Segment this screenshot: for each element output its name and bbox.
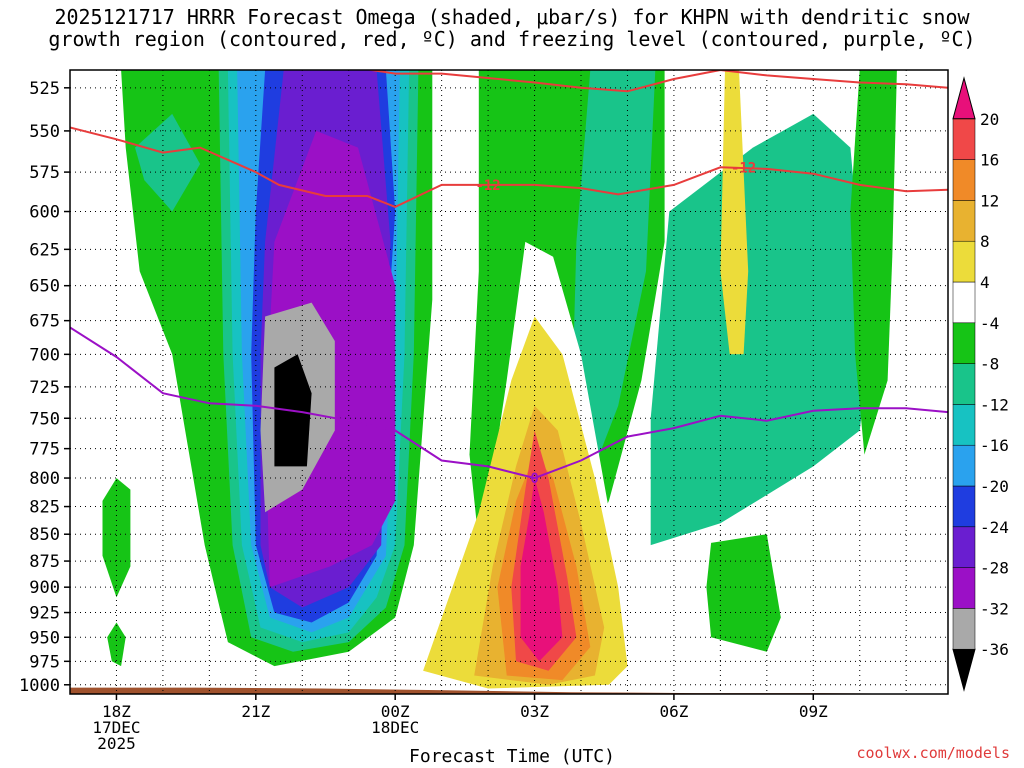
colorbar-swatch <box>952 159 976 201</box>
colorbar-swatch <box>952 648 976 692</box>
contour-label: -12 <box>475 178 500 194</box>
y-tick-label: 850 <box>29 525 60 545</box>
omega-shading-layer <box>70 70 948 694</box>
y-tick-label: 575 <box>29 163 60 183</box>
omega-region-green-right-column <box>850 70 897 455</box>
colorbar-label: -16 <box>980 436 1009 455</box>
title-line-2: growth region (contoured, red, ºC) and f… <box>48 27 976 51</box>
colorbar: -36 -32 -28 -24 -20 -16 -12 -8 -4 4 8 12 16 20 <box>952 76 1009 692</box>
x-tick-label: 18Z <box>102 702 131 721</box>
colorbar-swatch <box>952 608 976 650</box>
colorbar-swatch <box>952 404 976 446</box>
y-tick-label: 625 <box>29 240 60 260</box>
x-tick-label: 17DEC <box>92 718 140 737</box>
colorbar-swatch <box>952 363 976 405</box>
omega-region-yellow-thin-column <box>720 70 749 355</box>
colorbar-swatch <box>952 567 976 609</box>
omega-region-green-lower-left <box>102 478 131 598</box>
y-tick-label: 975 <box>29 652 60 672</box>
colorbar-label: -8 <box>980 355 999 374</box>
omega-region-seagreen-right <box>571 70 656 479</box>
x-tick-label: 00Z <box>381 702 410 721</box>
colorbar-label: 20 <box>980 110 999 129</box>
contour-line <box>70 126 948 208</box>
y-tick-label: 1000 <box>19 676 60 696</box>
colorbar-swatch <box>952 240 976 283</box>
colorbar-swatch <box>952 444 976 487</box>
colorbar-label: 4 <box>980 273 990 292</box>
y-tick-label: 750 <box>29 409 60 429</box>
y-tick-label: 600 <box>29 203 60 223</box>
x-tick-label: 18DEC <box>371 718 419 737</box>
colorbar-label: -20 <box>980 477 1009 496</box>
colorbar-swatch <box>952 118 976 160</box>
title-line-1: 2025121717 HRRR Forecast Omega (shaded, … <box>54 5 970 29</box>
contour-label: -12 <box>731 160 756 176</box>
y-tick-label: 800 <box>29 469 60 489</box>
y-tick-label: 675 <box>29 312 60 332</box>
y-tick-label: 550 <box>29 122 60 142</box>
colorbar-swatch <box>952 526 976 568</box>
y-tick-label: 725 <box>29 378 60 398</box>
colorbar-label: 12 <box>980 191 999 210</box>
omega-region-seagreen-lower-right <box>650 113 869 546</box>
contour-layer: -12 -12 0 <box>70 70 948 487</box>
y-tick-label: 925 <box>29 604 60 624</box>
omega-region-green-lower-left-small <box>107 622 126 667</box>
pressure-axis: 525 550 575 600 625 650 675 700 725 750 775 800 825 8… <box>19 79 70 696</box>
x-tick-label: 21Z <box>241 702 270 721</box>
y-tick-label: 900 <box>29 578 60 598</box>
x-tick-label: 03Z <box>520 702 549 721</box>
grid-layer <box>70 70 948 694</box>
y-tick-label: 700 <box>29 345 60 365</box>
colorbar-swatch <box>952 322 976 364</box>
y-tick-label: 875 <box>29 552 60 572</box>
x-axis-title: Forecast Time (UTC) <box>409 746 615 767</box>
x-tick-label: 2025 <box>97 734 136 753</box>
colorbar-label: -28 <box>980 559 1009 578</box>
y-tick-label: 950 <box>29 628 60 648</box>
credit-text: coolwx.com/models <box>856 744 1010 762</box>
contour-line <box>365 70 948 93</box>
colorbar-swatch <box>952 76 976 120</box>
colorbar-swatch <box>952 281 976 324</box>
plot-frame <box>69 69 949 695</box>
x-tick-label: 09Z <box>799 702 828 721</box>
y-tick-label: 650 <box>29 277 60 297</box>
x-tick-label: 06Z <box>659 702 688 721</box>
colorbar-label: 16 <box>980 151 999 170</box>
omega-region-green-lower-right <box>706 534 781 652</box>
omega-region-seagreen-upper-left <box>135 113 201 212</box>
omega-region-magenta-descent-core <box>520 478 563 662</box>
contour-line <box>70 326 948 480</box>
colorbar-label: -12 <box>980 395 1009 414</box>
colorbar-label: -24 <box>980 518 1009 537</box>
chart-title: 2025121717 HRRR Forecast Omega (shaded, … <box>0 6 1024 50</box>
colorbar-label: -36 <box>980 640 1009 659</box>
colorbar-swatch <box>952 200 976 242</box>
y-tick-label: 825 <box>29 498 60 518</box>
y-tick-label: 525 <box>29 79 60 99</box>
contour-label: 0 <box>530 471 538 487</box>
colorbar-swatch <box>952 485 976 528</box>
colorbar-label: -4 <box>980 314 999 333</box>
terrain-ground <box>70 687 948 694</box>
colorbar-label: 8 <box>980 232 990 251</box>
colorbar-label: -32 <box>980 599 1009 618</box>
y-tick-label: 775 <box>29 440 60 460</box>
